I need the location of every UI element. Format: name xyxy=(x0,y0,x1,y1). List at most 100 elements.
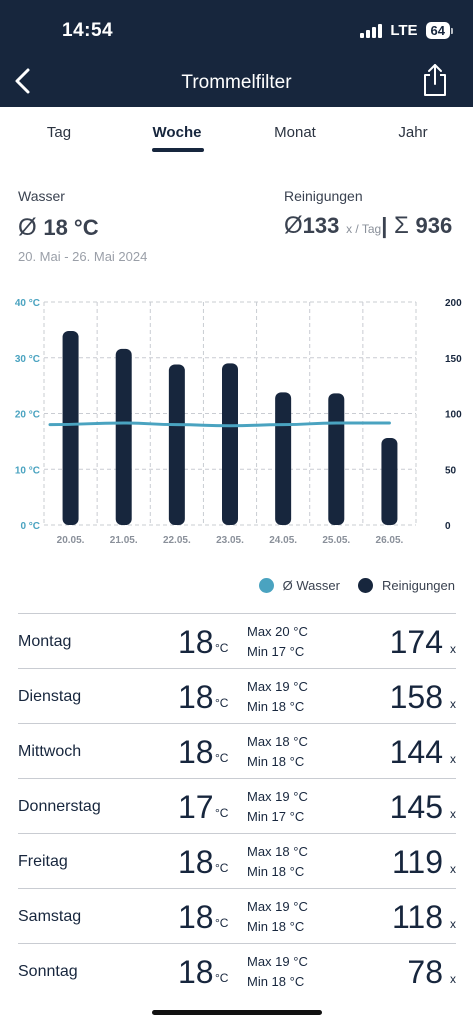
bar-reinigungen xyxy=(115,348,132,525)
temp-unit: °C xyxy=(215,861,229,875)
day-cleanings-count: 119 xyxy=(391,844,443,880)
cleanings-average-unit: x / Tag xyxy=(346,222,382,236)
count-unit: x xyxy=(450,807,456,821)
date-range: 20. Mai - 26. Mai 2024 xyxy=(18,249,148,264)
bar-reinigungen xyxy=(222,363,238,525)
bar-reinigungen xyxy=(328,393,345,525)
left-axis-tick: 40 °C xyxy=(15,298,40,309)
table-row: Montag 18 °C Max 20 °C Min 17 °C 174 x xyxy=(18,613,456,668)
day-average-temp: 18 xyxy=(178,624,214,660)
bar-reinigungen xyxy=(168,364,185,525)
day-name: Dienstag xyxy=(18,688,82,705)
temp-unit: °C xyxy=(215,641,229,655)
right-axis-tick: 100 xyxy=(445,410,462,421)
x-axis-tick: 23.05. xyxy=(216,535,244,546)
count-unit: x xyxy=(450,752,456,766)
day-name: Samstag xyxy=(18,908,82,925)
chevron-left-icon[interactable] xyxy=(10,64,38,98)
day-cleanings-count: 174 xyxy=(389,624,443,660)
status-indicators: LTE 64 xyxy=(360,22,453,39)
water-average-value: 18 °C xyxy=(43,215,99,240)
x-axis-tick: 25.05. xyxy=(322,535,350,546)
day-average-temp: 18 xyxy=(178,734,214,770)
legend-cleanings-dot xyxy=(357,578,373,593)
app-header: 14:54 LTE 64 Trommelfilter xyxy=(0,0,473,107)
day-average-temp: 18 xyxy=(178,899,214,935)
table-row: Dienstag 18 °C Max 19 °C Min 18 °C 158 x xyxy=(18,668,456,723)
cleanings-average-value: 133 xyxy=(302,213,340,238)
day-min-temp: Min 18 °C xyxy=(247,699,305,714)
water-average: Ø 18 °C xyxy=(18,214,99,242)
day-min-temp: Min 18 °C xyxy=(247,919,305,934)
count-unit: x xyxy=(450,917,456,931)
period-tabs: Tag Woche Monat Jahr xyxy=(0,124,473,154)
bar-reinigungen xyxy=(62,330,79,525)
status-time: 14:54 xyxy=(62,20,114,41)
tab-tag[interactable]: Tag xyxy=(46,124,72,141)
left-axis-tick: 30 °C xyxy=(15,354,40,365)
share-icon[interactable] xyxy=(421,62,449,98)
table-row: Sonntag 18 °C Max 19 °C Min 18 °C 78 x xyxy=(18,943,456,998)
right-axis-tick: 0 xyxy=(445,521,451,532)
right-axis-tick: 150 xyxy=(445,354,462,365)
temp-unit: °C xyxy=(215,806,229,820)
sum-symbol: Σ xyxy=(394,212,409,239)
table-row: Samstag 18 °C Max 19 °C Min 18 °C 118 x xyxy=(18,888,456,943)
day-max-temp: Max 20 °C xyxy=(247,624,308,639)
network-type: LTE xyxy=(390,22,418,39)
tab-monat[interactable]: Monat xyxy=(274,124,316,141)
temp-unit: °C xyxy=(215,916,229,930)
x-axis-tick: 24.05. xyxy=(269,535,297,546)
temp-unit: °C xyxy=(215,971,229,985)
chart-legend: Ø Wasser Reinigungen xyxy=(258,578,455,593)
signal-icon xyxy=(360,23,383,38)
cleanings-sum-value: 936 xyxy=(415,213,453,238)
day-cleanings-count: 145 xyxy=(389,789,443,825)
day-max-temp: Max 18 °C xyxy=(247,844,308,859)
weekly-chart: 0 °C 0 10 °C 50 20 °C 100 30 °C 150 40 °C 200 20.0… xyxy=(15,298,462,546)
separator: | xyxy=(381,213,388,238)
day-name: Donnerstag xyxy=(18,798,101,815)
page-title: Trommelfilter xyxy=(181,72,292,93)
day-min-temp: Min 18 °C xyxy=(247,974,305,989)
tab-woche[interactable]: Woche xyxy=(152,124,202,141)
left-axis-tick: 0 °C xyxy=(20,521,40,532)
left-axis-tick: 20 °C xyxy=(15,410,40,421)
table-row: Mittwoch 18 °C Max 18 °C Min 18 °C 144 x xyxy=(18,723,456,778)
day-cleanings-count: 158 xyxy=(389,679,443,715)
day-name: Mittwoch xyxy=(18,743,82,760)
day-min-temp: Min 18 °C xyxy=(247,864,305,879)
day-min-temp: Min 17 °C xyxy=(247,809,305,824)
right-axis-tick: 50 xyxy=(445,465,457,476)
day-average-temp: 18 xyxy=(178,679,214,715)
day-max-temp: Max 18 °C xyxy=(247,734,308,749)
cleanings-summary: Ø133 x / Tag| Σ 936 xyxy=(284,212,452,240)
tab-jahr[interactable]: Jahr xyxy=(398,124,428,141)
battery-icon: 64 xyxy=(425,22,453,39)
cleanings-label: Reinigungen xyxy=(284,188,363,204)
day-min-temp: Min 18 °C xyxy=(247,754,305,769)
home-indicator xyxy=(152,1010,322,1015)
day-name: Sonntag xyxy=(18,963,78,980)
day-average-temp: 18 xyxy=(178,954,214,990)
day-cleanings-count: 144 xyxy=(389,734,443,770)
day-max-temp: Max 19 °C xyxy=(247,679,308,694)
x-axis-tick: 26.05. xyxy=(376,535,404,546)
active-tab-indicator xyxy=(152,148,204,152)
legend-cleanings-label: Reinigungen xyxy=(381,578,455,593)
table-row: Freitag 18 °C Max 18 °C Min 18 °C 119 x xyxy=(18,833,456,888)
line-wasser xyxy=(48,421,391,428)
average-symbol: Ø xyxy=(18,214,37,241)
x-axis-tick: 20.05. xyxy=(57,535,85,546)
day-average-temp: 17 xyxy=(178,789,214,825)
day-cleanings-count: 78 xyxy=(407,954,443,990)
x-axis-tick: 22.05. xyxy=(163,535,191,546)
temp-unit: °C xyxy=(215,751,229,765)
day-name: Freitag xyxy=(18,853,68,870)
temp-unit: °C xyxy=(215,696,229,710)
table-row: Donnerstag 17 °C Max 19 °C Min 17 °C 145 x xyxy=(18,778,456,833)
day-max-temp: Max 19 °C xyxy=(247,789,308,804)
bar-reinigungen xyxy=(381,438,398,525)
day-cleanings-count: 118 xyxy=(391,899,443,935)
x-axis-tick: 21.05. xyxy=(110,535,138,546)
